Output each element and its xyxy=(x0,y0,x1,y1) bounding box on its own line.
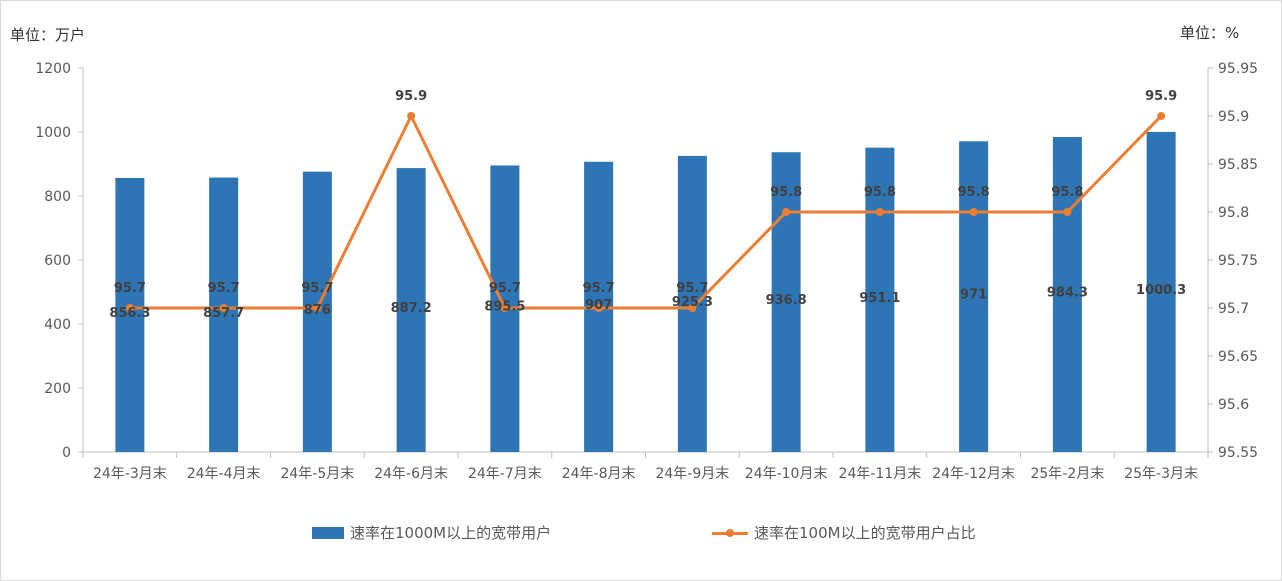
line-data-label: 95.8 xyxy=(958,185,990,200)
line-data-label: 95.8 xyxy=(864,185,896,200)
line-series xyxy=(129,114,1163,310)
x-axis-tick-label: 24年-7月末 xyxy=(468,466,542,482)
bar-data-label: 925.3 xyxy=(672,295,713,310)
bar-data-label: 951.1 xyxy=(859,291,900,306)
left-axis-tick-label: 600 xyxy=(44,253,71,269)
bar-1 xyxy=(115,177,145,452)
right-axis-tick-label: 95.8 xyxy=(1218,205,1249,221)
bar-data-label: 895.5 xyxy=(484,300,525,315)
right-axis-unit: 单位：% xyxy=(1180,24,1240,42)
left-axis-tick-label: 0 xyxy=(62,445,71,461)
bar-data-label: 936.8 xyxy=(766,293,807,308)
bar-data-label: 876 xyxy=(304,303,331,318)
x-axis-tick-label: 24年-10月末 xyxy=(745,466,828,482)
line-point-4 xyxy=(407,112,416,120)
line-point-5 xyxy=(500,304,509,312)
line-point-3 xyxy=(313,304,322,312)
bar-9 xyxy=(865,147,895,452)
left-axis-tick-label: 200 xyxy=(44,381,71,397)
bar-data-label: 971 xyxy=(960,288,987,303)
right-axis-tick-label: 95.75 xyxy=(1218,253,1258,269)
left-axis-tick-label: 400 xyxy=(44,317,71,333)
right-axis-tick-label: 95.65 xyxy=(1218,349,1258,365)
line-point-1 xyxy=(125,304,134,312)
x-axis-tick-label: 24年-12月末 xyxy=(932,466,1015,482)
line-data-label: 95.7 xyxy=(583,281,615,296)
x-axis-tick-label: 24年-3月末 xyxy=(93,466,167,482)
x-axis-tick-label: 24年-4月末 xyxy=(187,466,261,482)
right-axis-tick-label: 95.7 xyxy=(1218,301,1249,317)
bar-data-label: 907 xyxy=(585,298,612,313)
bar-12 xyxy=(1146,131,1176,453)
left-axis-tick-label: 1000 xyxy=(35,125,71,141)
right-axis-tick-label: 95.95 xyxy=(1218,61,1258,77)
bar-legend-label: 速率在1000M以上的宽带用户 xyxy=(350,524,552,542)
x-axis-tick-label: 25年-3月末 xyxy=(1124,466,1198,482)
line-legend-swatch xyxy=(712,527,748,539)
bar-2 xyxy=(209,177,239,452)
line-data-label: 95.7 xyxy=(208,281,240,296)
line-data-label: 95.7 xyxy=(489,281,521,296)
line-point-7 xyxy=(688,304,697,312)
right-axis-tick-label: 95.6 xyxy=(1218,397,1249,413)
bar-legend-swatch xyxy=(312,526,344,539)
line-point-11 xyxy=(1063,208,1072,216)
bar-data-label: 1000.3 xyxy=(1136,283,1186,298)
bar-data-label: 984.3 xyxy=(1047,286,1088,301)
line-data-label: 95.8 xyxy=(770,185,802,200)
bar-8 xyxy=(771,152,801,452)
line-data-label: 95.7 xyxy=(301,281,333,296)
bar-data-label: 856.3 xyxy=(109,306,150,321)
legend-item-line: 速率在100M以上的宽带用户占比 xyxy=(712,522,976,543)
right-axis-tick-label: 95.85 xyxy=(1218,157,1258,173)
x-axis-tick-label: 24年-6月末 xyxy=(374,466,448,482)
bar-4 xyxy=(396,168,426,452)
line-point-8 xyxy=(782,208,791,216)
line-data-label: 95.7 xyxy=(676,281,708,296)
bar-7 xyxy=(677,155,707,453)
line-data-label: 95.8 xyxy=(1051,185,1083,200)
left-axis-tick-label: 800 xyxy=(44,189,71,205)
x-axis-tick-label: 24年-9月末 xyxy=(655,466,729,482)
bar-data-label: 887.2 xyxy=(391,301,432,316)
x-axis-tick-label: 24年-5月末 xyxy=(280,466,354,482)
bar-data-label: 857.7 xyxy=(203,306,244,321)
line-point-6 xyxy=(594,304,603,312)
line-point-12 xyxy=(1157,112,1166,120)
line-point-2 xyxy=(219,304,228,312)
line-data-label: 95.7 xyxy=(114,281,146,296)
line-legend-label: 速率在100M以上的宽带用户占比 xyxy=(754,524,976,542)
x-axis-tick-label: 24年-8月末 xyxy=(562,466,636,482)
right-axis-tick-label: 95.9 xyxy=(1218,109,1249,125)
line-data-label: 95.9 xyxy=(395,89,427,104)
x-axis-tick-label: 24年-11月末 xyxy=(839,466,922,482)
line-point-10 xyxy=(969,208,978,216)
x-axis-tick-label: 25年-2月末 xyxy=(1030,466,1104,482)
bar-11 xyxy=(1052,137,1082,453)
line-point-9 xyxy=(875,208,884,216)
left-axis-tick-label: 1200 xyxy=(35,61,71,77)
line-data-label: 95.9 xyxy=(1145,89,1177,104)
left-axis-unit: 单位：万户 xyxy=(10,26,86,44)
right-axis-tick-label: 95.55 xyxy=(1218,445,1258,461)
bar-10 xyxy=(959,141,989,452)
legend-item-bars: 速率在1000M以上的宽带用户 xyxy=(312,522,551,543)
